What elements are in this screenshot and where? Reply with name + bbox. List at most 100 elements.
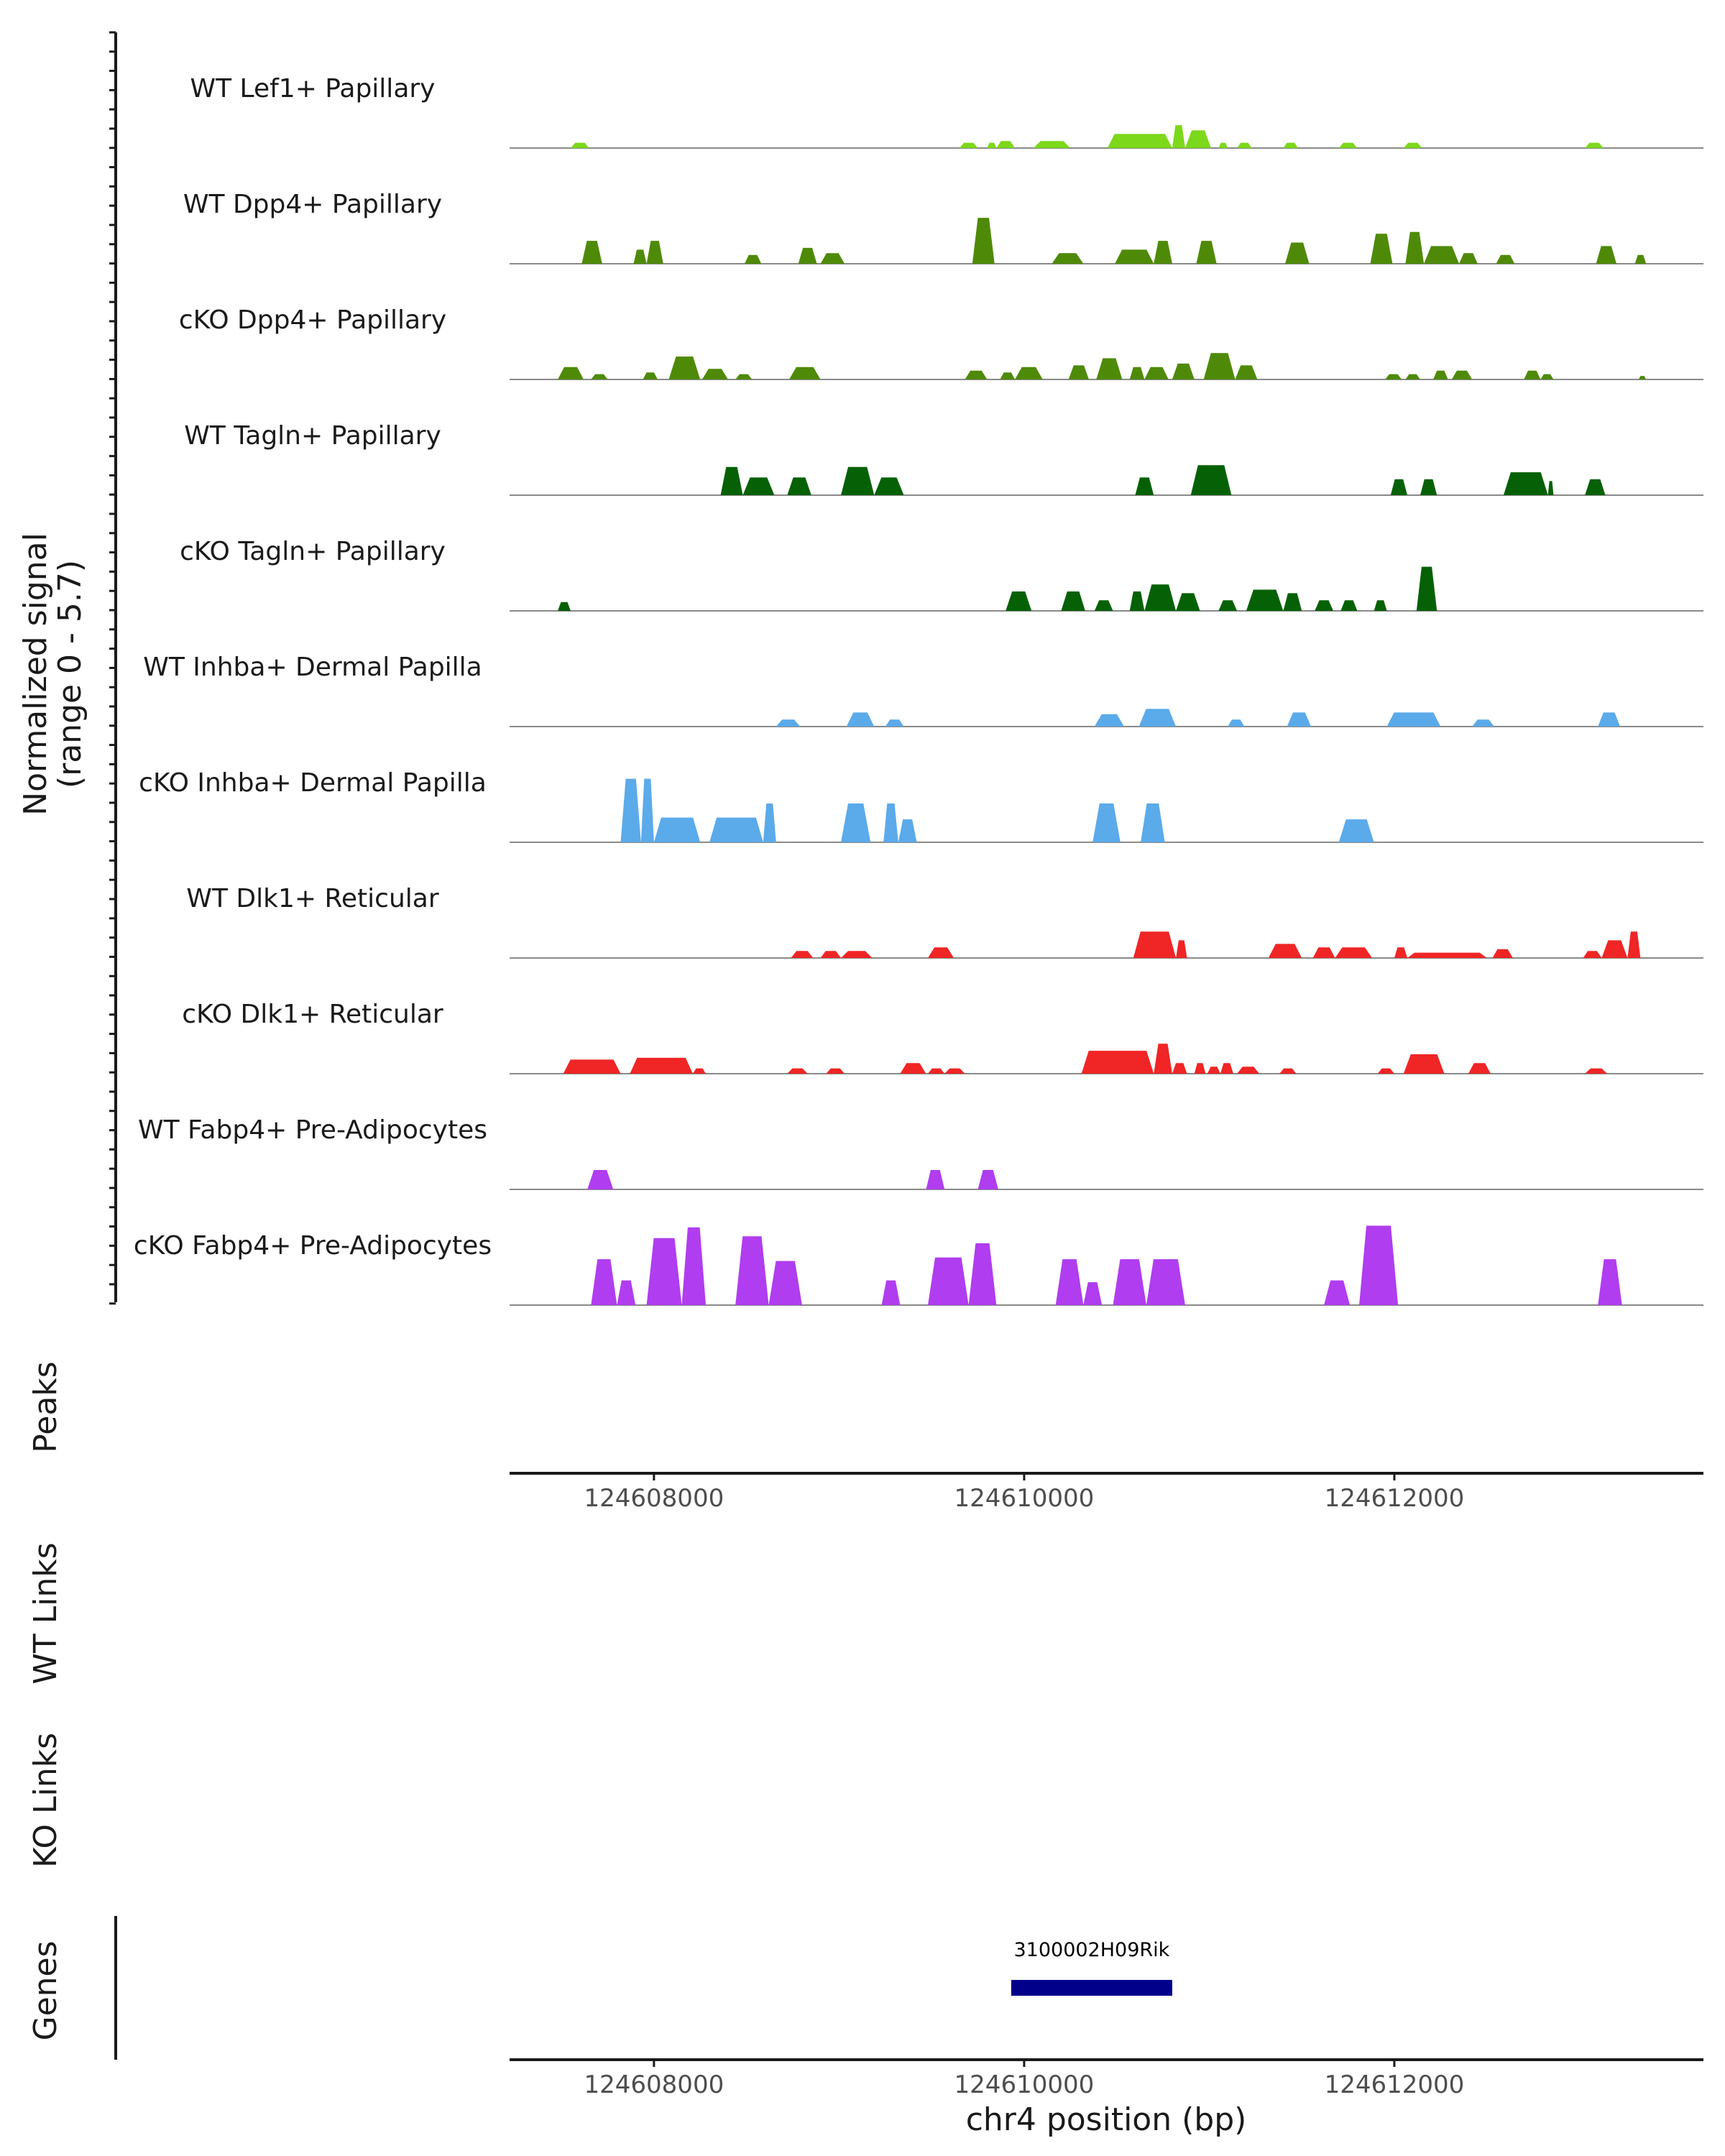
coverage-peak	[1287, 712, 1312, 727]
coverage-peak	[587, 1170, 614, 1189]
track: WT Inhba+ Dermal Papilla	[143, 653, 1703, 727]
coverage-peak	[1218, 142, 1228, 148]
coverage-peak	[640, 778, 654, 842]
gene-annotations: 3100002H09Rik	[1011, 1939, 1172, 1996]
coverage-peak	[1390, 479, 1407, 495]
coverage-peak	[1601, 940, 1628, 958]
ko-links-track-title: KO Links	[27, 1733, 64, 1868]
coverage-peak	[1194, 1063, 1206, 1074]
coverage-peak	[692, 1068, 706, 1074]
coverage-peak	[1451, 370, 1473, 379]
wt-links-track-title: WT Links	[27, 1542, 64, 1684]
coverage-peak	[1107, 134, 1172, 148]
track: WT Fabp4+ Pre-Adipocytes	[138, 1115, 1703, 1190]
coverage-peak	[898, 819, 917, 842]
genes-x-ticks: 124608000 124610000 124612000	[584, 2060, 1465, 2099]
x-tick-label: 124610000	[954, 2070, 1095, 2099]
coverage-peak	[1394, 947, 1407, 958]
track-label: WT Lef1+ Papillary	[190, 74, 436, 103]
coverage-peak	[1634, 254, 1647, 264]
coverage-peak	[1015, 367, 1043, 379]
coverage-peak	[972, 218, 995, 264]
coverage-peak	[1547, 481, 1554, 495]
coverage-peak	[1141, 803, 1165, 842]
coverage-peak	[1459, 253, 1478, 264]
coverage-peak	[1583, 951, 1602, 958]
coverage-peak	[826, 1068, 845, 1074]
coverage-peak	[788, 367, 821, 379]
coverage-peak	[1144, 367, 1169, 379]
coverage-peak	[768, 1261, 802, 1305]
coverage-peak	[1492, 949, 1513, 958]
coverage-peak	[926, 1170, 945, 1189]
coverage-peak	[571, 142, 589, 148]
track: cKO Dlk1+ Reticular	[182, 1000, 1703, 1074]
coverage-peak	[1472, 719, 1494, 727]
coverage-peak	[1377, 1068, 1394, 1074]
coverage-peak	[1540, 374, 1554, 379]
track-label: WT Dlk1+ Reticular	[186, 884, 438, 913]
coverage-peak	[1133, 931, 1177, 958]
coverage-peak	[1068, 365, 1089, 379]
coverage-peak	[1283, 142, 1298, 148]
coverage-peak	[1405, 231, 1425, 264]
signal-axis-title: Normalized signal (range 0 - 5.7)	[17, 533, 88, 816]
coverage-peak	[1154, 241, 1172, 264]
coverage-peak	[987, 142, 997, 148]
track: cKO Fabp4+ Pre-Adipocytes	[134, 1225, 1703, 1306]
coverage-peak	[1385, 374, 1402, 379]
coverage-peak	[1237, 1067, 1259, 1074]
coverage-peak	[668, 356, 701, 379]
coverage-peak	[798, 247, 817, 264]
track-label: WT Tagln+ Papillary	[184, 421, 441, 451]
coverage-peak	[1083, 1282, 1103, 1305]
coverage-peak	[1220, 1063, 1233, 1074]
coverage-peak	[702, 369, 728, 379]
coverage-peak	[591, 374, 608, 379]
coverage-peak	[820, 951, 841, 958]
coverage-peak	[1359, 1225, 1399, 1305]
coverage-peak	[1386, 712, 1441, 727]
coverage-peak	[653, 817, 701, 842]
coverage-peak	[1416, 566, 1438, 611]
coverage-peak	[944, 1068, 965, 1074]
coverage-peak	[885, 719, 904, 727]
coverage-peak	[841, 951, 873, 958]
coverage-peak	[1115, 249, 1154, 264]
coverage-peak	[1424, 246, 1460, 264]
coverage-peak	[1113, 1259, 1146, 1305]
coverage-peak	[1312, 947, 1335, 958]
coverage-peak	[1335, 947, 1372, 958]
coverage-peak	[1176, 593, 1200, 611]
x-tick-label: 124612000	[1325, 2070, 1465, 2099]
coverage-peak	[1420, 479, 1438, 495]
x-tick-label: 124608000	[584, 2070, 724, 2099]
coverage-peak	[1033, 141, 1071, 148]
coverage-y-ticks	[109, 31, 116, 1305]
coverage-peak	[763, 803, 776, 842]
coverage-peak	[1184, 130, 1211, 148]
coverage-peak	[1468, 1063, 1491, 1074]
coverage-peak	[1340, 600, 1358, 611]
track: WT Tagln+ Papillary	[184, 421, 1703, 496]
track-label: cKO Fabp4+ Pre-Adipocytes	[134, 1231, 492, 1261]
coverage-peak	[1144, 584, 1177, 611]
coverage-peak	[1228, 719, 1245, 727]
track: cKO Dpp4+ Papillary	[179, 305, 1703, 380]
coverage-peak	[646, 241, 663, 264]
coverage-peak	[581, 241, 602, 264]
coverage-peak	[787, 1068, 808, 1074]
coverage-peak	[928, 1068, 945, 1074]
coverage-peak	[1190, 465, 1232, 495]
coverage-peak	[591, 1259, 617, 1305]
coverage-peak	[1585, 1068, 1608, 1074]
coverage-peak	[1268, 944, 1302, 958]
coverage-peak	[563, 1059, 621, 1074]
coverage-peak	[1638, 376, 1647, 379]
coverage-peak	[1196, 241, 1217, 264]
coverage-peak	[1627, 931, 1641, 958]
coverage-peak	[1285, 242, 1310, 264]
coverage-peak	[1338, 142, 1358, 148]
coverage-peak	[959, 142, 978, 148]
